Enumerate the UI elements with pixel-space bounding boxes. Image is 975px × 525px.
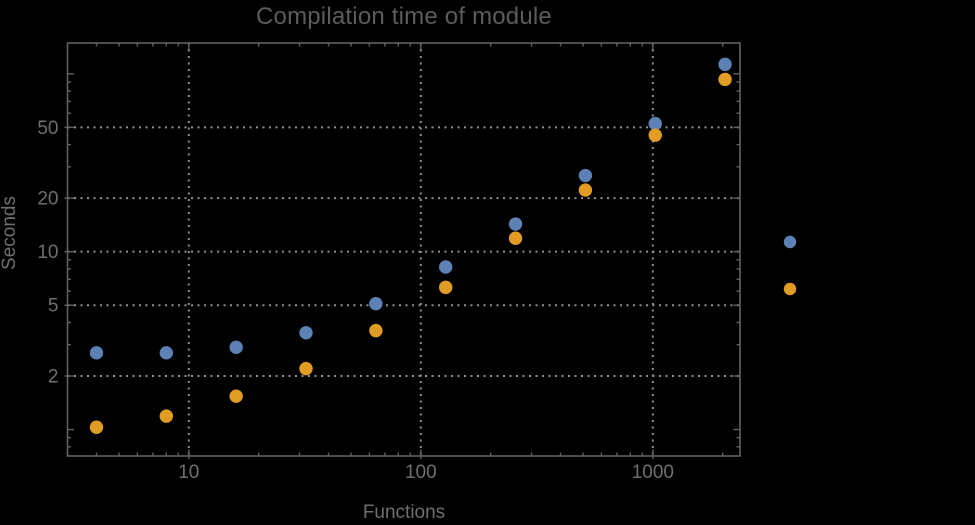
data-point-orange-series (439, 280, 453, 295)
y-tick-label: 10 (37, 242, 58, 263)
data-point-orange-series (159, 409, 174, 423)
data-point-orange-series (89, 420, 104, 434)
data-point-orange-series (578, 183, 593, 197)
data-point-orange-series (648, 128, 662, 142)
x-axis-label: Functions (362, 502, 446, 523)
y-tick-label: 50 (37, 118, 58, 139)
data-point-blue-series (439, 260, 453, 274)
x-tick-label: 1000 (632, 462, 674, 483)
data-point-orange-series (718, 72, 732, 87)
data-point-blue-series (578, 168, 593, 183)
plot-frame (66, 42, 741, 457)
y-tick-label: 2 (48, 366, 59, 387)
x-tick-label: 100 (405, 462, 437, 483)
data-point-blue-series (229, 340, 243, 354)
data-point-blue-series (89, 346, 104, 360)
data-point-blue-series (159, 346, 174, 360)
x-tick-label: 10 (178, 462, 199, 483)
data-point-orange-series (369, 323, 383, 338)
chart-title: Compilation time of module (255, 3, 552, 30)
data-point-blue-series (508, 217, 523, 231)
y-tick-label: 20 (37, 189, 58, 210)
data-point-blue-series (369, 296, 383, 311)
y-tick-label: 5 (48, 296, 59, 317)
data-point-blue-series (299, 326, 313, 340)
legend-marker-blue-series (783, 235, 797, 249)
data-point-orange-series (299, 361, 313, 376)
data-point-blue-series (648, 116, 662, 131)
data-point-blue-series (718, 57, 732, 72)
y-axis-label: Seconds (0, 196, 20, 270)
legend-marker-orange-series (783, 282, 797, 296)
data-point-orange-series (229, 389, 243, 403)
data-point-orange-series (508, 231, 523, 245)
